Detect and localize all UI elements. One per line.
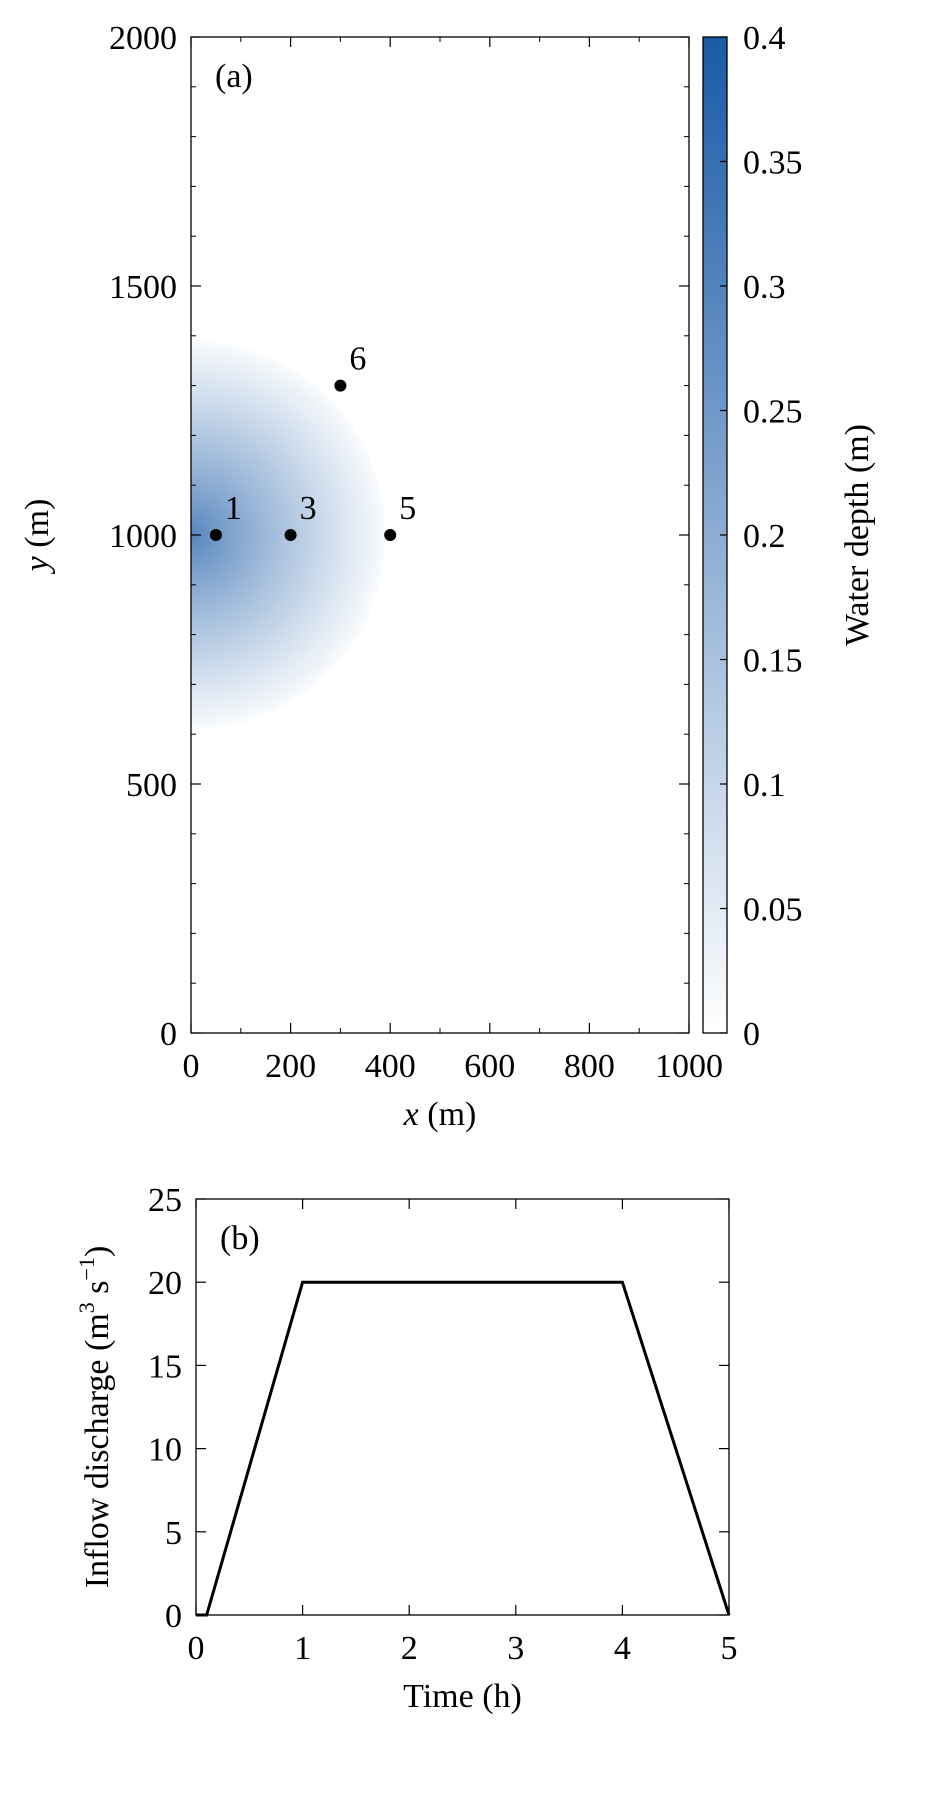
panel-b-line-chart: 0 1 2 3 4 5 0 5 10 15 20 25 (b) Time (h) Inflow dis…: [74, 1182, 738, 1715]
x-tick-label: 800: [564, 1048, 615, 1085]
x-tick-label: 0: [188, 1630, 205, 1667]
panel-a-x-axis-title: x (m): [403, 1096, 477, 1133]
observation-point-marker: [209, 529, 222, 541]
panel-a-label: (a): [215, 58, 253, 95]
panel-b-y-axis-title: Inflow discharge (m3 s−1): [74, 1246, 116, 1589]
x-tick-label: 1: [294, 1630, 311, 1667]
observation-point-label: 1: [225, 490, 242, 527]
observation-point-label: 3: [300, 490, 317, 527]
colorbar-tick-label: 0.05: [743, 892, 803, 929]
x-tick-label: 2: [401, 1630, 418, 1667]
panel-a-heatmap: 0 200 400 600 800 1000 0 500 1000 1500 2000 1 3 5 6 (…: [19, 20, 723, 1133]
y-tick-label: 5: [165, 1515, 182, 1552]
observation-point-marker: [334, 379, 347, 392]
colorbar-tick-label: 0.1: [743, 767, 786, 804]
panel-b-x-axis-title: Time (h): [403, 1678, 522, 1715]
y-tick-label: 500: [126, 767, 177, 804]
colorbar-tick-label: 0.3: [743, 269, 786, 306]
inflow-hydrograph-line: [196, 1280, 731, 1617]
panel-b-ticks: 0 1 2 3 4 5 0 5 10 15 20 25: [148, 1182, 738, 1667]
colorbar-tick-label: 0.25: [743, 394, 803, 431]
y-tick-label: 2000: [109, 20, 177, 57]
panel-b-frame: [195, 1198, 730, 1616]
x-tick-label: 5: [721, 1630, 738, 1667]
colorbar-tick-label: 0.15: [743, 643, 803, 680]
x-tick-label: 400: [365, 1048, 416, 1085]
colorbar-tick-label: 0.2: [743, 518, 786, 555]
x-tick-label: 200: [265, 1048, 316, 1085]
y-tick-label: 25: [148, 1182, 182, 1219]
colorbar-title: Water depth (m): [839, 424, 876, 646]
panel-a-ticks: 0 200 400 600 800 1000 0 500 1000 1500 2000: [109, 20, 723, 1085]
x-tick-label: 4: [614, 1630, 631, 1667]
x-tick-label: 600: [464, 1048, 515, 1085]
observation-point-label: 6: [349, 341, 366, 378]
colorbar-ticks: 0 0.05 0.1 0.15 0.2 0.25 0.3 0.35 0.4: [720, 20, 803, 1053]
panel-b-label: (b): [220, 1220, 260, 1257]
y-tick-label: 10: [148, 1432, 182, 1469]
y-tick-label: 1500: [109, 269, 177, 306]
colorbar-tick-label: 0: [743, 1016, 760, 1053]
x-tick-label: 1000: [655, 1048, 723, 1085]
y-tick-label: 20: [148, 1265, 182, 1302]
observation-points: 1 3 5 6: [209, 341, 416, 541]
observation-point-marker: [284, 529, 297, 541]
x-tick-label: 0: [183, 1048, 200, 1085]
y-tick-label: 1000: [109, 518, 177, 555]
colorbar: 0 0.05 0.1 0.15 0.2 0.25 0.3 0.35 0.4 Water dept…: [702, 20, 876, 1053]
colorbar-tick-label: 0.35: [743, 145, 803, 182]
y-tick-label: 15: [148, 1348, 182, 1385]
y-tick-label: 0: [165, 1598, 182, 1635]
panel-a-y-axis-title: y (m): [19, 499, 56, 575]
y-tick-label: 0: [160, 1016, 177, 1053]
colorbar-tick-label: 0.4: [743, 20, 786, 57]
observation-point-label: 5: [399, 490, 416, 527]
observation-point-marker: [384, 529, 397, 541]
x-tick-label: 3: [507, 1630, 524, 1667]
